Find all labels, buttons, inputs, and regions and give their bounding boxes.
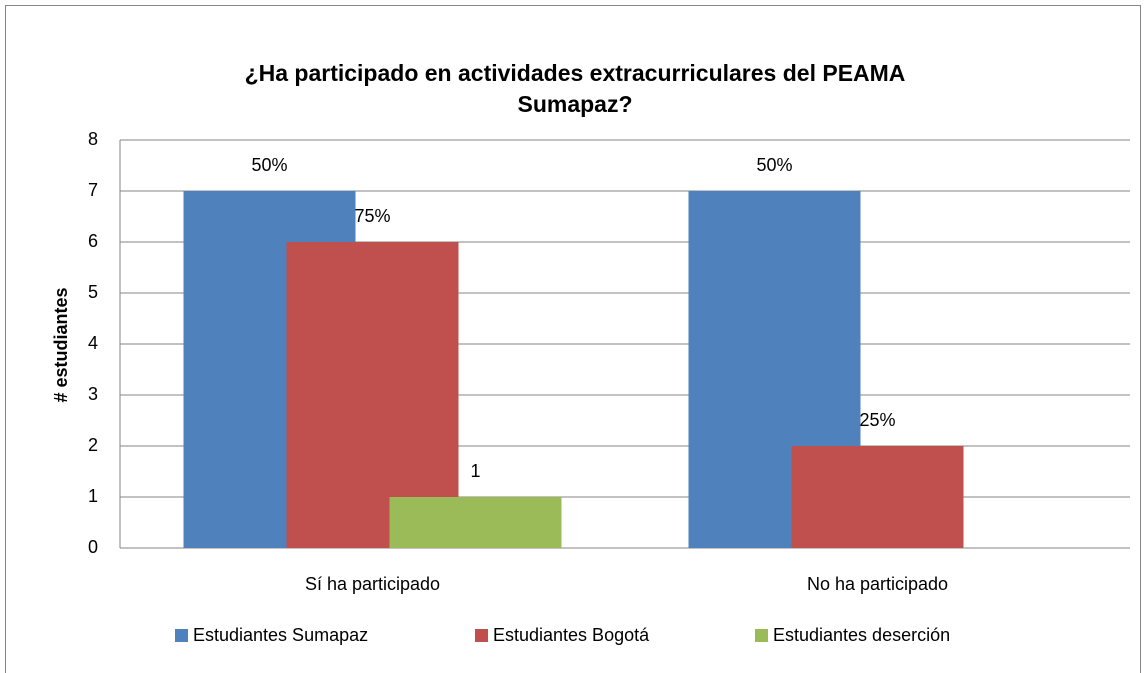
legend-label: Estudiantes Sumapaz (193, 625, 368, 645)
legend-swatch (475, 629, 488, 642)
legend-swatch (175, 629, 188, 642)
data-label: 25% (859, 410, 895, 430)
x-tick-label: Sí ha participado (305, 574, 440, 594)
chart-title: Sumapaz? (517, 91, 632, 117)
data-label: 50% (251, 155, 287, 175)
y-tick-label: 1 (88, 486, 98, 506)
y-tick-label: 8 (88, 129, 98, 149)
legend-label: Estudiantes deserción (773, 625, 950, 645)
x-tick-label: No ha participado (807, 574, 948, 594)
y-axis-label: # estudiantes (51, 287, 71, 402)
y-tick-label: 6 (88, 231, 98, 251)
y-tick-label: 4 (88, 333, 98, 353)
y-tick-label: 0 (88, 537, 98, 557)
bar (791, 446, 964, 548)
y-tick-label: 5 (88, 282, 98, 302)
legend-swatch (755, 629, 768, 642)
legend-label: Estudiantes Bogotá (493, 625, 650, 645)
data-label: 75% (354, 206, 390, 226)
bar (389, 497, 562, 548)
data-label: 1 (470, 461, 480, 481)
y-tick-label: 7 (88, 180, 98, 200)
y-tick-label: 3 (88, 384, 98, 404)
y-tick-label: 2 (88, 435, 98, 455)
data-label: 50% (756, 155, 792, 175)
chart-title: ¿Ha participado en actividades extracurr… (245, 60, 906, 86)
